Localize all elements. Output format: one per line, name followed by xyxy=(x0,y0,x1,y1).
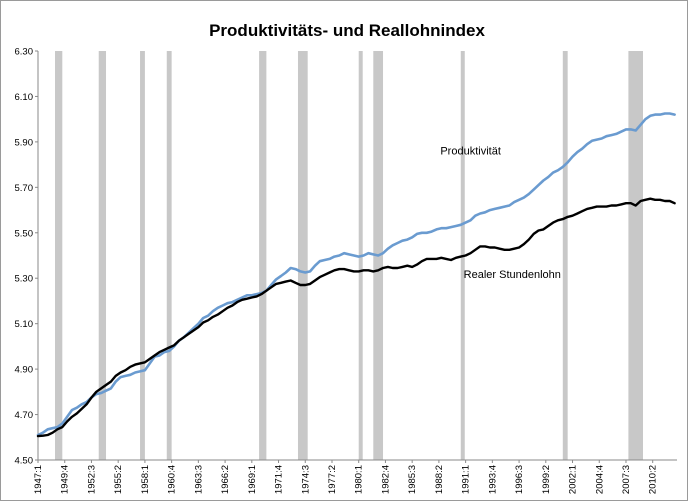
y-tick-label-3: 5.70 xyxy=(15,183,34,194)
series-lines xyxy=(36,112,676,438)
recession-band-5 xyxy=(297,51,308,460)
y-tick-label-7: 4.90 xyxy=(15,365,34,376)
x-tick-label-9: 1971:4 xyxy=(274,465,285,494)
recession-band-2 xyxy=(140,51,145,460)
y-tick-label-2: 5.90 xyxy=(15,137,34,148)
x-tick-label-17: 1993:4 xyxy=(487,465,498,494)
recession-band-0 xyxy=(55,51,63,460)
x-tick-label-16: 1991:1 xyxy=(461,465,472,494)
x-tick-label-3: 1955:2 xyxy=(113,465,124,494)
x-tick-label-21: 2004:4 xyxy=(594,465,605,494)
x-tick-label-6: 1963:3 xyxy=(193,465,204,494)
y-tick-label-5: 5.30 xyxy=(15,274,34,285)
x-tick-label-8: 1969:1 xyxy=(247,465,258,494)
y-axis-tick-labels: 6.30 6.10 5.90 5.70 5.50 5.30 5.10 4.90 4.70 4.50 xyxy=(15,47,38,467)
series-labels: Produktivität Realer Stundenlohn xyxy=(440,145,561,281)
x-tick-label-14: 1985:3 xyxy=(407,465,418,494)
chart-title: Produktivitäts- und Reallohnindex xyxy=(209,21,485,40)
series-label-0: Produktivität xyxy=(440,145,501,157)
series-line-0 xyxy=(36,112,676,437)
x-tick-label-13: 1982:4 xyxy=(380,465,391,494)
y-tick-label-6: 5.10 xyxy=(15,319,34,330)
x-tick-label-2: 1952:3 xyxy=(86,465,97,494)
y-tick-label-8: 4.70 xyxy=(15,410,34,421)
x-tick-label-0: 1947:1 xyxy=(33,465,44,494)
x-tick-label-5: 1960:4 xyxy=(167,465,178,494)
recession-band-4 xyxy=(259,51,267,460)
recession-band-10 xyxy=(628,51,643,460)
series-line-1 xyxy=(36,197,676,438)
x-tick-label-10: 1974:3 xyxy=(300,465,311,494)
x-tick-label-11: 1977:2 xyxy=(327,465,338,494)
x-axis-tick-labels: 1947:1 1949:4 1952:3 1955:2 1958:1 1960:4 1963… xyxy=(33,460,659,494)
x-tick-label-4: 1958:1 xyxy=(140,465,151,494)
y-tick-label-1: 6.10 xyxy=(15,92,34,103)
x-tick-label-20: 2002:1 xyxy=(568,465,579,494)
y-tick-label-0: 6.30 xyxy=(15,47,34,58)
x-tick-label-18: 1996:3 xyxy=(514,465,525,494)
x-tick-label-1: 1949:4 xyxy=(60,465,71,494)
x-tick-label-12: 1980:1 xyxy=(354,465,365,494)
x-tick-label-7: 1966:2 xyxy=(220,465,231,494)
series-label-1: Realer Stundenlohn xyxy=(464,269,561,281)
x-tick-label-15: 1988:2 xyxy=(434,465,445,494)
recession-band-9 xyxy=(562,51,568,460)
y-tick-label-4: 5.50 xyxy=(15,228,34,239)
recession-band-3 xyxy=(166,51,172,460)
recession-band-1 xyxy=(98,51,107,460)
y-tick-label-9: 4.50 xyxy=(15,456,34,467)
x-tick-label-22: 2007:3 xyxy=(621,465,632,494)
x-tick-label-19: 1999:2 xyxy=(541,465,552,494)
x-tick-label-23: 2010:2 xyxy=(648,465,659,494)
